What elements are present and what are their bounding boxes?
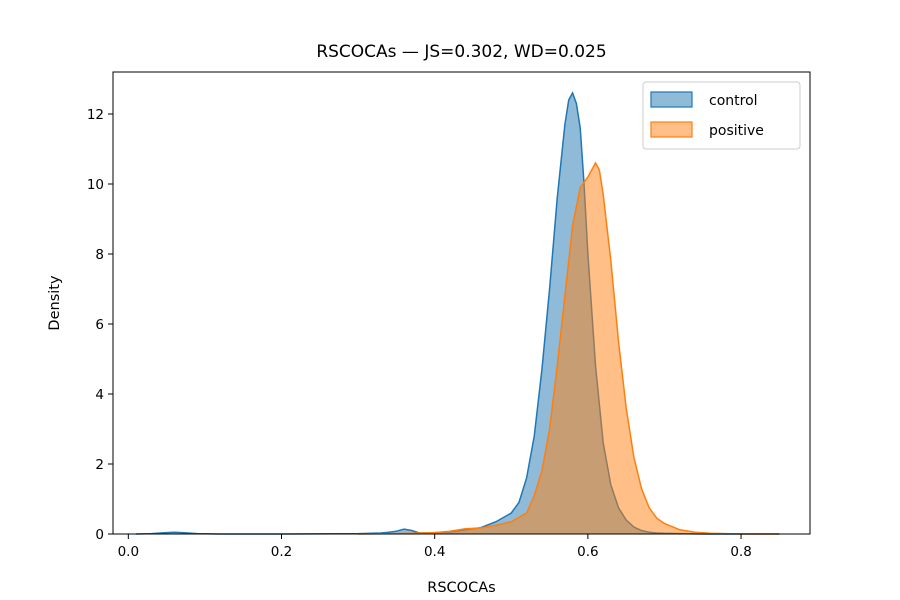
y-tick-label: 6 [95, 317, 104, 333]
x-tick-label: 0.0 [118, 544, 139, 560]
y-tick-label: 4 [95, 387, 104, 403]
legend-swatch-positive [650, 121, 693, 138]
series-area-control [135, 93, 780, 534]
x-tick-label: 0.8 [730, 544, 751, 560]
y-tick-label: 12 [87, 107, 104, 123]
legend: control positive [642, 81, 801, 150]
y-axis-label: Density [47, 275, 63, 331]
x-axis: 0.0 0.2 0.4 0.6 0.8 [118, 534, 752, 560]
legend-label-control: control [709, 93, 758, 109]
series-line-positive [358, 161, 780, 535]
legend-swatch-control [650, 91, 693, 108]
y-tick-label: 10 [87, 177, 104, 193]
legend-label-positive: positive [709, 123, 764, 139]
y-tick-label: 8 [95, 247, 104, 263]
axes-frame [112, 71, 811, 535]
plot-area [135, 91, 780, 535]
y-axis: 0 2 4 6 8 10 12 [87, 107, 113, 543]
x-axis-label: RSCOCAs [427, 580, 495, 596]
y-tick-label: 0 [95, 527, 104, 543]
x-tick-label: 0.4 [424, 544, 445, 560]
series-area-positive [358, 163, 780, 534]
chart-title: RSCOCAs — JS=0.302, WD=0.025 [316, 42, 606, 62]
x-tick-label: 0.6 [577, 544, 598, 560]
series-line-control [135, 91, 780, 535]
x-tick-label: 0.2 [271, 544, 292, 560]
y-tick-label: 2 [95, 457, 104, 473]
